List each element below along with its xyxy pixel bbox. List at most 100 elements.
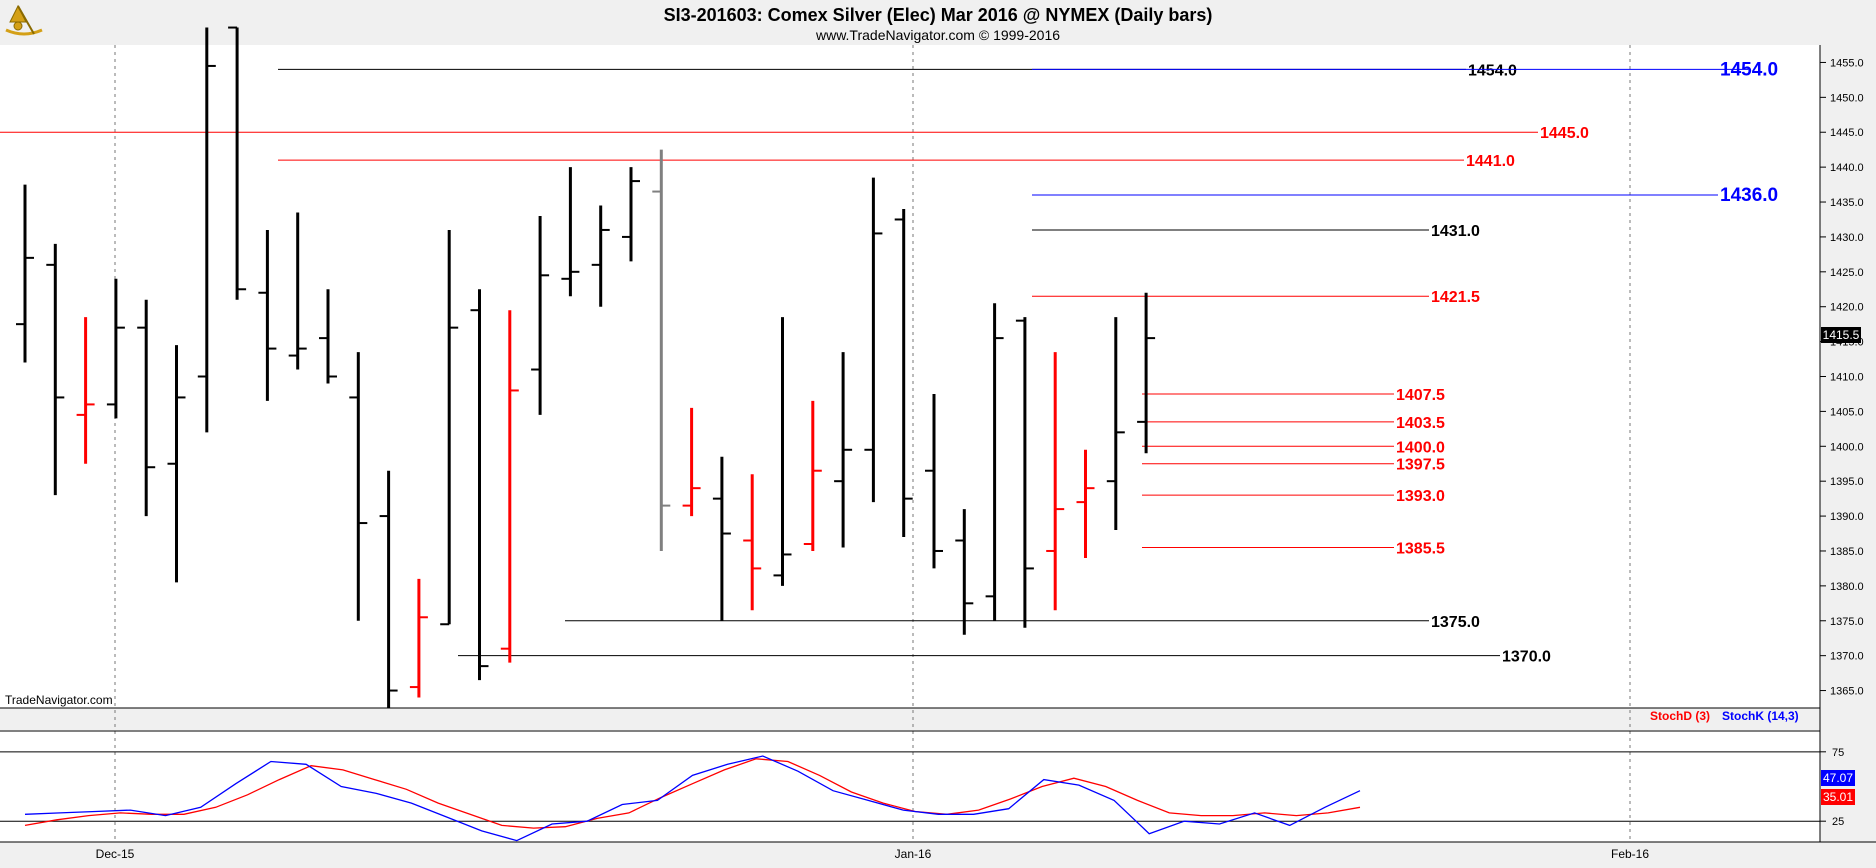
watermark-text: TradeNavigator.com	[5, 693, 113, 707]
last-price-tag: 1415.5	[1823, 328, 1860, 342]
level-label: 1421.5	[1431, 289, 1480, 306]
y-tick-label: 1445.0	[1830, 127, 1864, 139]
y-tick-label: 1370.0	[1830, 651, 1864, 663]
ohlc-bar	[591, 205, 610, 307]
ohlc-bar	[894, 209, 913, 538]
ohlc-bar	[440, 229, 459, 626]
stoch-k-tag: 47.07	[1823, 771, 1853, 785]
ohlc-bar	[1076, 449, 1095, 558]
grid-layer: Dec-15 Jan-16 Feb-16	[96, 45, 1649, 861]
y-tick-label: 1450.0	[1830, 92, 1864, 104]
ohlc-bar	[985, 303, 1004, 621]
chart-title: SI3-201603: Comex Silver (Elec) Mar 2016…	[664, 5, 1213, 25]
stoch-y-tick-label: 75	[1832, 747, 1844, 759]
ohlc-bar	[834, 352, 853, 548]
ohlc-bar	[470, 289, 489, 681]
ohlc-bar	[379, 470, 398, 708]
ohlc-bar	[319, 289, 337, 384]
y-tick-label: 1435.0	[1830, 197, 1864, 209]
ohlc-bar	[349, 352, 368, 621]
y-tick-label: 1430.0	[1830, 232, 1864, 244]
x-tick-label: Feb-16	[1611, 847, 1649, 861]
ohlc-bar	[1106, 317, 1125, 531]
ohlc-bar	[1046, 352, 1065, 611]
level-label: 1436.0	[1720, 185, 1778, 206]
ohlc-bar	[803, 400, 822, 551]
stoch-d-line	[24, 758, 1361, 829]
sextant-logo-icon	[5, 4, 43, 36]
ohlc-bar	[1137, 292, 1156, 454]
y-tick-label: 1400.0	[1830, 441, 1864, 453]
level-label: 1431.0	[1431, 223, 1480, 240]
stoch-y-tick-label: 25	[1832, 816, 1844, 828]
ohlc-bar	[288, 212, 307, 370]
stoch-d-tag: 35.01	[1823, 790, 1853, 804]
y-tick-label: 1365.0	[1830, 686, 1864, 698]
x-tick-label: Dec-15	[96, 847, 135, 861]
stoch-k-tag-bg	[1821, 770, 1855, 786]
ohlc-bar	[409, 578, 428, 698]
y-tick-label: 1390.0	[1830, 511, 1864, 523]
ohlc-bar	[46, 243, 65, 496]
chart-subtitle: www.TradeNavigator.com © 1999-2016	[815, 27, 1060, 43]
y-tick-label: 1410.0	[1830, 372, 1864, 384]
price-panel-background	[0, 45, 1820, 708]
ohlc-bar	[622, 167, 640, 262]
y-axis: 1365.0 1370.0 1375.0 1380.0 1385.0 1390.0 1395…	[1820, 57, 1864, 698]
stoch-panel-background	[0, 730, 1820, 842]
level-label: 1385.5	[1396, 540, 1445, 557]
y-tick-label: 1380.0	[1830, 581, 1864, 593]
stochastic-panel: 25 75	[0, 747, 1844, 842]
level-label: 1407.5	[1396, 387, 1445, 404]
ohlc-bar	[137, 299, 156, 517]
y-tick-label: 1385.0	[1830, 546, 1864, 558]
level-label: 1403.5	[1396, 415, 1445, 432]
ohlc-bar	[1015, 317, 1034, 628]
y-tick-label: 1455.0	[1830, 57, 1864, 69]
legend-stoch-d: StochD (3)	[1650, 709, 1710, 723]
ohlc-bar	[561, 167, 580, 297]
level-label: 1454.0	[1468, 62, 1517, 79]
ohlc-bar	[258, 229, 277, 401]
ohlc-bar	[682, 407, 701, 517]
ohlc-bar	[773, 317, 792, 586]
x-tick-label: Jan-16	[895, 847, 932, 861]
y-tick-label: 1425.0	[1830, 267, 1864, 279]
level-label: 1445.0	[1540, 125, 1589, 142]
last-price-tag-bg	[1821, 327, 1861, 343]
level-label: 1400.0	[1396, 439, 1445, 456]
ohlc-bar	[955, 509, 974, 635]
level-label: 1441.0	[1466, 153, 1515, 170]
level-label: 1454.0	[1720, 59, 1778, 80]
ohlc-bar	[712, 456, 731, 621]
level-label: 1397.5	[1396, 457, 1445, 474]
level-label: 1370.0	[1502, 649, 1551, 666]
ohlc-bar	[76, 317, 95, 464]
level-label: 1375.0	[1431, 614, 1480, 631]
ohlc-bar	[228, 26, 247, 300]
legend-stoch-k: StochK (14,3)	[1722, 709, 1799, 723]
ohlc-bar	[500, 310, 519, 663]
ohlc-bar	[864, 177, 883, 503]
y-tick-label: 1395.0	[1830, 476, 1864, 488]
ohlc-bar	[743, 474, 762, 611]
y-tick-label: 1440.0	[1830, 162, 1864, 174]
levels-layer: 1454.0 1454.0 1445.0 1441.0 1436.0 1431.0 1421…	[0, 59, 1778, 666]
y-tick-label: 1405.0	[1830, 406, 1864, 418]
level-label: 1393.0	[1396, 488, 1445, 505]
y-tick-label: 1375.0	[1830, 616, 1864, 628]
ohlc-bar	[167, 345, 186, 583]
stoch-d-tag-bg	[1821, 789, 1855, 805]
ohlc-bar	[197, 27, 216, 433]
ohlc-bar	[16, 184, 34, 363]
ohlc-bar	[652, 149, 671, 551]
y-axis-background	[1820, 45, 1876, 842]
stoch-k-line	[24, 755, 1361, 842]
ohlc-bar	[925, 393, 943, 569]
y-tick-label: 1420.0	[1830, 302, 1864, 314]
ohlc-bar	[106, 278, 125, 419]
ohlc-bars	[16, 26, 1156, 708]
header-background	[0, 0, 1876, 45]
